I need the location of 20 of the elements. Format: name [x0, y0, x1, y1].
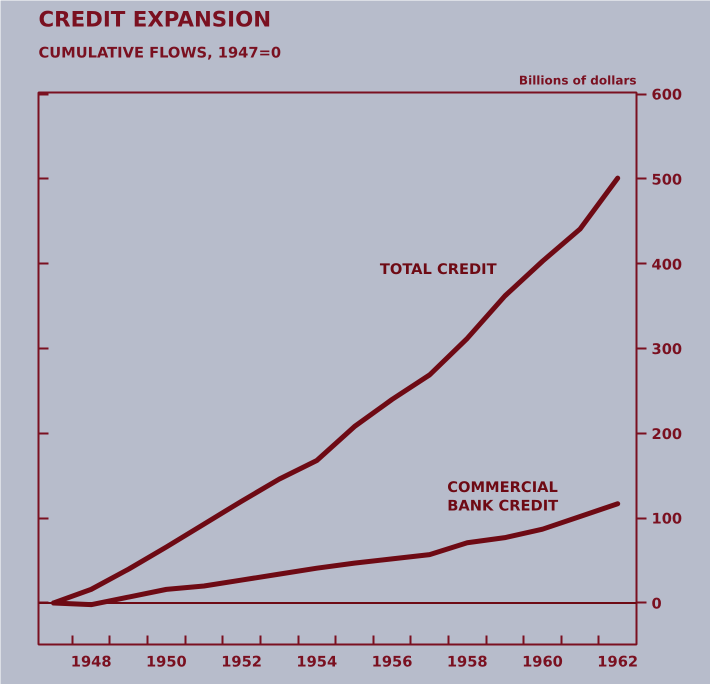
x-tick-label: 1954 — [296, 654, 338, 670]
y-tick-label: 300 — [652, 341, 682, 358]
x-tick-label: 1952 — [221, 654, 262, 670]
y-axis-title: Billions of dollars — [518, 74, 637, 88]
x-tick-label: 1948 — [70, 654, 112, 670]
y-tick-label: 400 — [652, 256, 682, 274]
series-label: TOTAL CREDIT — [380, 261, 497, 278]
chart-subtitle: CUMULATIVE FLOWS, 1947=0 — [38, 44, 282, 62]
chart-title: CREDIT EXPANSION — [38, 8, 272, 32]
x-tick-label: 1950 — [146, 654, 187, 670]
x-tick-label: 1960 — [522, 654, 563, 670]
y-tick-label: 600 — [652, 86, 682, 104]
y-tick-label: 0 — [652, 595, 662, 612]
x-tick-label: 1956 — [372, 654, 412, 670]
series-label: COMMERCIAL BANK CREDIT — [447, 479, 558, 515]
x-tick-label: 1958 — [446, 654, 488, 670]
y-tick-label: 200 — [652, 426, 682, 443]
y-tick-label: 500 — [652, 171, 682, 188]
x-tick-label: 1962 — [597, 654, 638, 670]
y-tick-label: 100 — [652, 510, 682, 528]
